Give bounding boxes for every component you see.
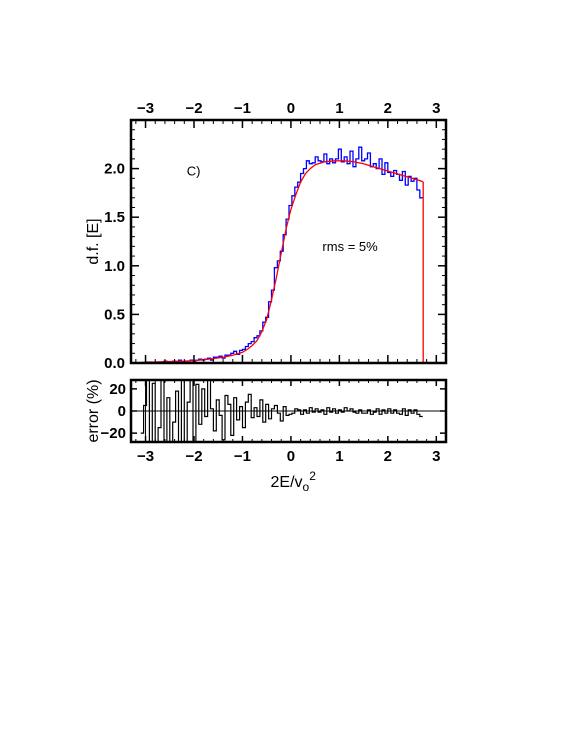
x-tick-label-top: −2 xyxy=(185,100,202,117)
model-curve-series xyxy=(140,160,424,364)
x-tick-label: 1 xyxy=(335,448,343,465)
x-tick-label-top: 1 xyxy=(335,100,343,117)
x-tick-label: −1 xyxy=(234,448,251,465)
rms-annotation: rms = 5% xyxy=(322,239,378,254)
distribution-series-group xyxy=(140,146,424,364)
x-axis-label: 2E/vo2 xyxy=(271,469,317,494)
residuals-series-group xyxy=(131,379,446,443)
x-tick-label-top: −3 xyxy=(137,100,154,117)
distribution-panel: −3 −2 −1 0 1 2 3 0.0 0.5 1.0 1.5 2.0 C) rms = 5% d.… xyxy=(85,100,448,372)
x-axis-label-subscript: o xyxy=(303,480,310,494)
residuals-y-axis-label: error (%) xyxy=(85,379,102,442)
histogram-series xyxy=(140,146,423,364)
residuals-panel: −3 −2 −1 0 1 2 3 −20 0 20 error (%) xyxy=(85,378,448,465)
x-tick-label-top: 3 xyxy=(432,100,440,117)
residual-series xyxy=(140,379,423,443)
residuals-plot-frame xyxy=(129,378,448,444)
residuals-ticks: −3 −2 −1 0 1 2 3 −20 0 20 xyxy=(101,380,446,465)
y-tick-label: 0.0 xyxy=(104,355,125,372)
distribution-ticks: −3 −2 −1 0 1 2 3 0.0 0.5 1.0 1.5 2.0 xyxy=(104,100,446,372)
panel-label: C) xyxy=(187,163,201,178)
x-tick-label-top: 0 xyxy=(287,100,295,117)
y-tick-label: 1.0 xyxy=(104,258,125,275)
x-tick-label-top: −1 xyxy=(234,100,251,117)
x-tick-label: 0 xyxy=(287,448,295,465)
y-axis-label: d.f. [E] xyxy=(85,218,102,264)
y-tick-label: 2.0 xyxy=(104,161,125,178)
residual-y-tick-label: −20 xyxy=(101,425,126,442)
residual-y-tick-label: 0 xyxy=(118,403,126,420)
distribution-plot-frame xyxy=(129,118,448,365)
x-tick-label: −2 xyxy=(185,448,202,465)
residual-y-tick-label: 20 xyxy=(109,381,126,398)
x-axis-label-superscript: 2 xyxy=(309,469,316,483)
y-tick-label: 1.5 xyxy=(104,209,125,226)
x-tick-label: −3 xyxy=(137,448,154,465)
x-tick-label: 2 xyxy=(384,448,392,465)
y-tick-label: 0.5 xyxy=(104,306,125,323)
x-tick-label-top: 2 xyxy=(384,100,392,117)
x-axis-label-main: 2E/v xyxy=(271,474,303,491)
x-tick-label: 3 xyxy=(432,448,440,465)
